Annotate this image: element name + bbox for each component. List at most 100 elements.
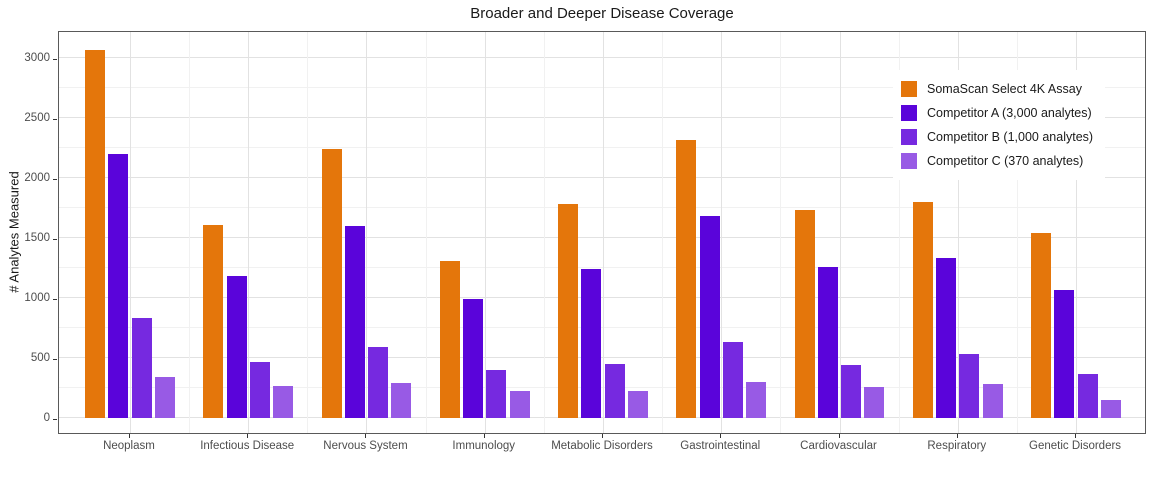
- x-tick-mark: [720, 434, 722, 438]
- y-tick-label: 1500: [24, 232, 50, 244]
- major-gridline: [59, 237, 1145, 238]
- minor-gridline: [1016, 32, 1018, 433]
- bar-series3-cat8: [959, 354, 980, 418]
- minor-gridline: [59, 87, 1145, 88]
- minor-gridline: [780, 32, 782, 433]
- legend-item: Competitor A (3,000 analytes): [901, 101, 1093, 125]
- legend-item-label: SomaScan Select 4K Assay: [927, 82, 1082, 96]
- bar-series1-cat6: [676, 139, 697, 418]
- bar-series2-cat5: [581, 268, 602, 418]
- legend-swatch: [901, 153, 917, 169]
- bar-series1-cat4: [439, 260, 460, 418]
- legend-item-label: Competitor C (370 analytes): [927, 154, 1084, 168]
- bar-series1-cat2: [203, 224, 224, 418]
- legend-swatch: [901, 105, 917, 121]
- bar-series2-cat7: [817, 267, 838, 418]
- minor-gridline: [59, 207, 1145, 208]
- x-tick-mark: [838, 434, 840, 438]
- bar-series3-cat5: [604, 364, 625, 418]
- major-gridline: [59, 177, 1145, 178]
- minor-gridline: [662, 32, 664, 433]
- minor-gridline: [307, 32, 309, 433]
- bar-series1-cat1: [85, 49, 105, 418]
- bar-series4-cat9: [1100, 400, 1121, 418]
- x-tick-label: Infectious Disease: [200, 440, 295, 452]
- x-tick-label: Immunology: [452, 440, 516, 452]
- major-gridline: [839, 32, 841, 433]
- major-gridline: [957, 32, 959, 433]
- minor-gridline: [425, 32, 427, 433]
- bar-series2-cat4: [463, 298, 484, 418]
- legend-item-label: Competitor B (1,000 analytes): [927, 130, 1094, 144]
- bar-series4-cat3: [391, 383, 412, 418]
- bar-series4-cat2: [273, 386, 294, 418]
- y-tick-label: 2000: [24, 172, 50, 184]
- bar-series1-cat3: [321, 149, 342, 418]
- minor-gridline: [898, 32, 900, 433]
- bar-series3-cat1: [131, 318, 152, 418]
- x-tick-mark: [365, 434, 367, 438]
- major-gridline: [484, 32, 486, 433]
- chart-title: Broader and Deeper Disease Coverage: [470, 5, 734, 22]
- bar-series3-cat3: [368, 347, 389, 418]
- x-tick-mark: [956, 434, 958, 438]
- minor-gridline: [543, 32, 545, 433]
- bar-series2-cat2: [226, 275, 247, 418]
- bar-series1-cat9: [1031, 233, 1052, 418]
- y-tick-mark: [53, 59, 57, 60]
- major-gridline: [59, 117, 1145, 118]
- x-tick-label: Cardiovascular: [800, 440, 877, 452]
- legend-swatch: [901, 81, 917, 97]
- bar-series2-cat1: [108, 154, 129, 418]
- major-gridline: [59, 57, 1145, 58]
- y-tick-mark: [53, 359, 57, 360]
- legend-item: SomaScan Select 4K Assay: [901, 77, 1093, 101]
- major-gridline: [59, 297, 1145, 298]
- x-tick-mark: [128, 434, 130, 438]
- major-gridline: [59, 417, 1145, 418]
- bar-series2-cat6: [699, 216, 720, 418]
- minor-gridline: [59, 387, 1145, 388]
- y-tick-mark: [53, 239, 57, 240]
- y-tick-mark: [53, 179, 57, 180]
- x-tick-label: Genetic Disorders: [1029, 440, 1122, 452]
- bar-series4-cat1: [154, 377, 175, 418]
- bar-series3-cat2: [249, 361, 270, 418]
- x-tick-mark: [602, 434, 603, 438]
- y-tick-label: 2500: [24, 112, 50, 124]
- bar-series1-cat5: [558, 203, 579, 418]
- y-tick-label: 500: [30, 352, 50, 364]
- legend-item: Competitor C (370 analytes): [901, 149, 1093, 173]
- major-gridline: [366, 32, 368, 433]
- legend-item: Competitor B (1,000 analytes): [901, 125, 1093, 149]
- x-tick-mark: [483, 434, 485, 438]
- bar-series3-cat9: [1077, 373, 1098, 418]
- bar-series1-cat7: [794, 209, 815, 418]
- minor-gridline: [59, 267, 1145, 268]
- major-gridline: [248, 32, 250, 433]
- y-tick-mark: [53, 419, 57, 420]
- x-tick-label: Respiratory: [927, 440, 987, 452]
- minor-gridline: [189, 32, 191, 433]
- major-gridline: [129, 32, 131, 433]
- minor-gridline: [59, 147, 1145, 148]
- major-gridline: [721, 32, 723, 433]
- bar-series4-cat6: [746, 382, 767, 418]
- bar-series2-cat9: [1054, 289, 1075, 418]
- legend-swatch: [901, 129, 917, 145]
- legend-item-label: Competitor A (3,000 analytes): [927, 106, 1092, 120]
- y-tick-mark: [53, 299, 57, 300]
- bar-series1-cat8: [912, 202, 933, 418]
- bar-series3-cat7: [841, 365, 862, 418]
- y-tick-mark: [53, 119, 57, 120]
- y-tick-label: 3000: [24, 52, 50, 64]
- bar-series3-cat6: [722, 342, 743, 418]
- minor-gridline: [59, 327, 1145, 328]
- bar-series4-cat5: [627, 391, 648, 418]
- major-gridline: [603, 32, 604, 433]
- x-tick-mark: [247, 434, 249, 438]
- bar-series4-cat8: [982, 384, 1003, 418]
- legend: SomaScan Select 4K Assay Competitor A (3,…: [893, 70, 1106, 180]
- major-gridline: [59, 357, 1145, 358]
